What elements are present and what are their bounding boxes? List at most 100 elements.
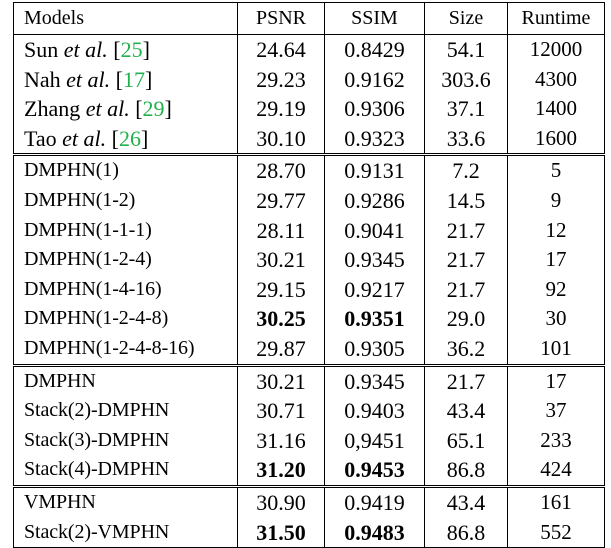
ssim-cell: 0.9351	[324, 304, 425, 334]
model-name: DMPHN	[24, 369, 96, 392]
et-al-text: et al.	[85, 96, 130, 122]
table-row: DMPHN(1-2) 29.77 0.9286 14.5 9	[13, 185, 605, 216]
size-cell: 21.7	[424, 245, 508, 275]
citation-link[interactable]: 26	[119, 125, 141, 151]
et-al-text: et al.	[66, 66, 111, 92]
size-cell: 86.8	[424, 517, 508, 548]
size-cell: 21.7	[424, 215, 508, 246]
et-al-text: et al.	[62, 125, 107, 151]
ssim-cell: 0.9306	[324, 94, 425, 124]
header-runtime: Runtime	[507, 2, 605, 35]
size-cell: 65.1	[424, 425, 508, 456]
model-name-cell: Stack(4)-DMPHN	[13, 455, 238, 488]
psnr-cell: 28.11	[237, 215, 325, 246]
runtime-cell: 12	[507, 215, 605, 246]
model-name: DMPHN(1-4-16)	[24, 277, 162, 300]
table-row: DMPHN(1-2-4-8-16) 29.87 0.9305 36.2 101	[13, 333, 605, 367]
runtime-cell: 233	[507, 425, 605, 456]
size-cell: 54.1	[424, 34, 508, 65]
psnr-cell: 30.21	[237, 365, 325, 397]
model-name: Stack(3)-DMPHN	[24, 428, 170, 451]
runtime-cell: 92	[507, 274, 605, 305]
psnr-cell: 29.77	[237, 185, 325, 216]
model-name: DMPHN(1-2-4-8)	[24, 307, 169, 330]
model-name-cell: DMPHN(1-2-4-8)	[13, 304, 238, 334]
model-name-cell: Sun et al. [25]	[13, 34, 238, 65]
runtime-cell: 424	[507, 455, 605, 488]
psnr-cell: 24.64	[237, 34, 325, 65]
model-name: Stack(2)-VMPHN	[24, 520, 170, 543]
model-name: DMPHN(1-2)	[24, 188, 136, 211]
psnr-cell: 31.20	[237, 455, 325, 488]
model-name: Tao	[24, 125, 57, 151]
model-name: VMPHN	[24, 490, 96, 513]
runtime-cell: 9	[507, 185, 605, 216]
psnr-cell: 30.90	[237, 486, 325, 518]
model-name: DMPHN(1-2-4-8-16)	[24, 336, 195, 359]
model-name-cell: DMPHN(1-2-4-8-16)	[13, 333, 238, 367]
ssim-cell: 0.9162	[324, 64, 425, 95]
psnr-cell: 29.87	[237, 333, 325, 367]
ssim-cell: 0.9453	[324, 455, 425, 488]
results-table: Models PSNR SSIM Size Runtime Sun et al.…	[13, 2, 605, 548]
runtime-cell: 1400	[507, 94, 605, 124]
size-cell: 21.7	[424, 274, 508, 305]
table-row: DMPHN 30.21 0.9345 21.7 17	[13, 365, 605, 397]
citation-link[interactable]: 29	[142, 96, 165, 122]
psnr-cell: 31.50	[237, 517, 325, 548]
table-row: DMPHN(1-2-4) 30.21 0.9345 21.7 17	[13, 245, 605, 275]
model-name-cell: VMPHN	[13, 486, 238, 518]
ssim-cell: 0.9131	[324, 154, 425, 186]
ssim-cell: 0.9286	[324, 185, 425, 216]
model-name: Stack(2)-DMPHN	[24, 399, 170, 422]
header-models: Models	[13, 2, 238, 35]
size-cell: 43.4	[424, 486, 508, 518]
model-name: Sun	[24, 37, 59, 62]
model-name-cell: DMPHN(1-1-1)	[13, 215, 238, 246]
ssim-cell: 0.9323	[324, 123, 425, 157]
runtime-cell: 5	[507, 154, 605, 186]
ssim-cell: 0,9451	[324, 425, 425, 456]
ssim-cell: 0.9041	[324, 215, 425, 246]
model-name-cell: DMPHN(1-2-4)	[13, 245, 238, 275]
table-row: Stack(2)-VMPHN 31.50 0.9483 86.8 552	[13, 517, 605, 548]
size-cell: 33.6	[424, 123, 508, 157]
ssim-cell: 0.8429	[324, 34, 425, 65]
citation-link[interactable]: 25	[120, 37, 143, 62]
model-name: DMPHN(1)	[24, 159, 119, 182]
et-al-text: et al.	[63, 37, 108, 62]
ssim-cell: 0.9305	[324, 333, 425, 367]
model-name-cell: Tao et al. [26]	[13, 123, 238, 157]
size-cell: 43.4	[424, 396, 508, 426]
ssim-cell: 0.9217	[324, 274, 425, 305]
psnr-cell: 30.21	[237, 245, 325, 275]
psnr-cell: 30.25	[237, 304, 325, 334]
runtime-cell: 4300	[507, 64, 605, 95]
ssim-cell: 0.9345	[324, 365, 425, 397]
table-row: Stack(2)-DMPHN 30.71 0.9403 43.4 37	[13, 396, 605, 426]
table-row: Zhang et al. [29] 29.19 0.9306 37.1 1400	[13, 94, 605, 124]
table-row: Nah et al. [17] 29.23 0.9162 303.6 4300	[13, 64, 605, 95]
size-cell: 21.7	[424, 365, 508, 397]
citation-link[interactable]: 17	[122, 66, 145, 92]
header-ssim: SSIM	[324, 2, 425, 35]
size-cell: 86.8	[424, 455, 508, 488]
table-row: DMPHN(1) 28.70 0.9131 7.2 5	[13, 154, 605, 186]
table-header-row: Models PSNR SSIM Size Runtime	[13, 2, 605, 35]
model-name-cell: DMPHN(1-4-16)	[13, 274, 238, 305]
table-row: DMPHN(1-1-1) 28.11 0.9041 21.7 12	[13, 215, 605, 246]
table-row: Sun et al. [25] 24.64 0.8429 54.1 12000	[13, 34, 605, 65]
runtime-cell: 101	[507, 333, 605, 367]
model-name-cell: Stack(2)-VMPHN	[13, 517, 238, 548]
size-cell: 37.1	[424, 94, 508, 124]
model-name-cell: DMPHN(1)	[13, 154, 238, 186]
model-name-cell: DMPHN	[13, 365, 238, 397]
model-name: Stack(4)-DMPHN	[24, 458, 170, 481]
ssim-cell: 0.9419	[324, 486, 425, 518]
psnr-cell: 30.10	[237, 123, 325, 157]
size-cell: 303.6	[424, 64, 508, 95]
table-row: Stack(3)-DMPHN 31.16 0,9451 65.1 233	[13, 425, 605, 456]
model-name: DMPHN(1-1-1)	[24, 218, 152, 241]
header-psnr: PSNR	[237, 2, 325, 35]
table-body: Sun et al. [25] 24.64 0.8429 54.1 12000 Nah e…	[13, 34, 605, 548]
